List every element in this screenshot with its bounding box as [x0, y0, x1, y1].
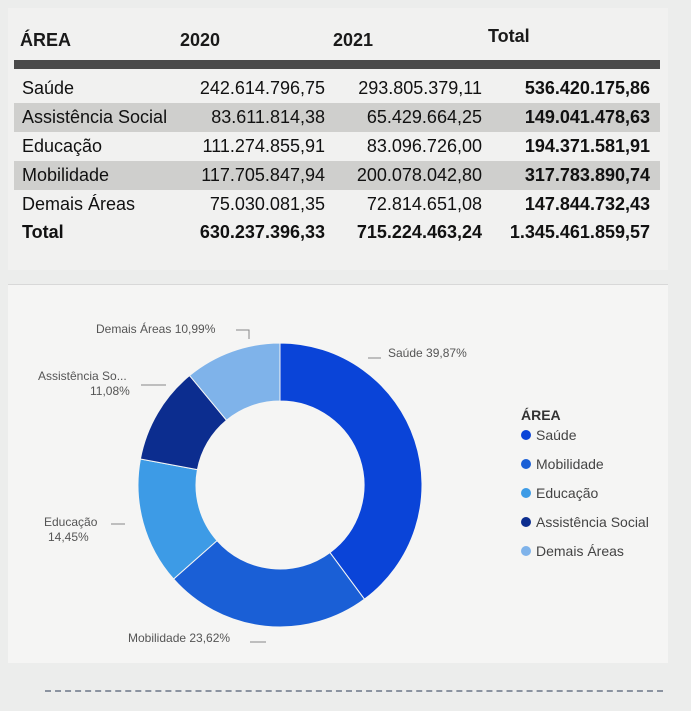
cell-total: 147.844.732,43: [524, 194, 650, 214]
header-divider: [14, 60, 660, 69]
legend-title: ÁREA: [521, 407, 561, 423]
table-row: Saúde 242.614.796,75 293.805.379,11 536.…: [14, 74, 660, 103]
legend-marker: [521, 430, 531, 440]
cell-area: Educação: [22, 136, 103, 156]
legend-item[interactable]: Assistência Social: [536, 514, 649, 530]
cell-total: 317.783.890,74: [524, 165, 650, 185]
header-area: ÁREA: [20, 30, 72, 50]
donut-chart: Saúde 39,87% Mobilidade 23,62% Educação 14,…: [38, 321, 649, 645]
slice-mobilidade[interactable]: [172, 539, 366, 628]
legend-marker: [521, 546, 531, 556]
cell-2021: 72.814.651,08: [366, 194, 482, 214]
table-total-row: Total 630.237.396,33 715.224.463,24 1.34…: [14, 218, 660, 247]
data-label: Mobilidade 23,62%: [128, 631, 230, 645]
cell-total: 536.420.175,86: [524, 78, 650, 98]
data-table: ÁREA 2020 2021 Total Saúde 242.614.796,7…: [8, 8, 668, 270]
table-row: Educação 111.274.855,91 83.096.726,00 19…: [14, 132, 660, 161]
legend-marker: [521, 459, 531, 469]
legend-item[interactable]: Saúde: [536, 427, 577, 443]
table-row: Demais Áreas 75.030.081,35 72.814.651,08…: [14, 190, 660, 219]
cell-area: Total: [22, 222, 64, 242]
leader-line: [236, 329, 250, 339]
cell-2021: 65.429.664,25: [366, 107, 482, 127]
legend-item[interactable]: Mobilidade: [536, 456, 604, 472]
cell-2021: 83.096.726,00: [366, 136, 482, 156]
cell-2021: 293.805.379,11: [358, 78, 482, 98]
legend-item[interactable]: Demais Áreas: [536, 543, 624, 559]
cell-total: 149.041.478,63: [524, 107, 650, 127]
legend-marker: [521, 488, 531, 498]
cell-area: Mobilidade: [22, 165, 110, 185]
cell-2021: 200.078.042,80: [356, 165, 482, 185]
data-label: Saúde 39,87%: [388, 346, 467, 360]
header-2021: 2021: [333, 30, 374, 50]
cell-area: Assistência Social: [22, 107, 168, 127]
data-label: Educação 14,45%: [44, 515, 98, 544]
page-divider: [45, 690, 663, 692]
legend-marker: [521, 517, 531, 527]
table-row: Assistência Social 83.611.814,38 65.429.…: [14, 103, 660, 132]
data-label: Assistência So... 11,08%: [38, 369, 130, 398]
donut-chart-panel: Saúde 39,87% Mobilidade 23,62% Educação 14,…: [8, 284, 668, 663]
legend-item[interactable]: Educação: [536, 485, 598, 501]
header-2020: 2020: [180, 30, 221, 50]
cell-2020: 242.614.796,75: [199, 78, 325, 98]
slice-demais-áreas[interactable]: [188, 342, 281, 421]
cell-2020: 117.705.847,94: [201, 165, 325, 185]
slice-saúde[interactable]: [279, 342, 423, 600]
cell-area: Demais Áreas: [22, 194, 136, 214]
header-total: Total: [488, 26, 530, 46]
cell-area: Saúde: [22, 78, 75, 98]
cell-2020: 75.030.081,35: [209, 194, 325, 214]
cell-2020: 83.611.814,38: [211, 107, 325, 127]
data-label: Demais Áreas 10,99%: [96, 321, 216, 336]
cell-2021: 715.224.463,24: [356, 222, 482, 242]
cell-2020: 111.274.855,91: [202, 136, 325, 156]
cell-total: 1.345.461.859,57: [509, 222, 650, 242]
cell-total: 194.371.581,91: [524, 136, 650, 156]
table-row: Mobilidade 117.705.847,94 200.078.042,80…: [14, 161, 660, 190]
table-header: ÁREA 2020 2021 Total: [8, 26, 668, 60]
cell-2020: 630.237.396,33: [199, 222, 325, 242]
